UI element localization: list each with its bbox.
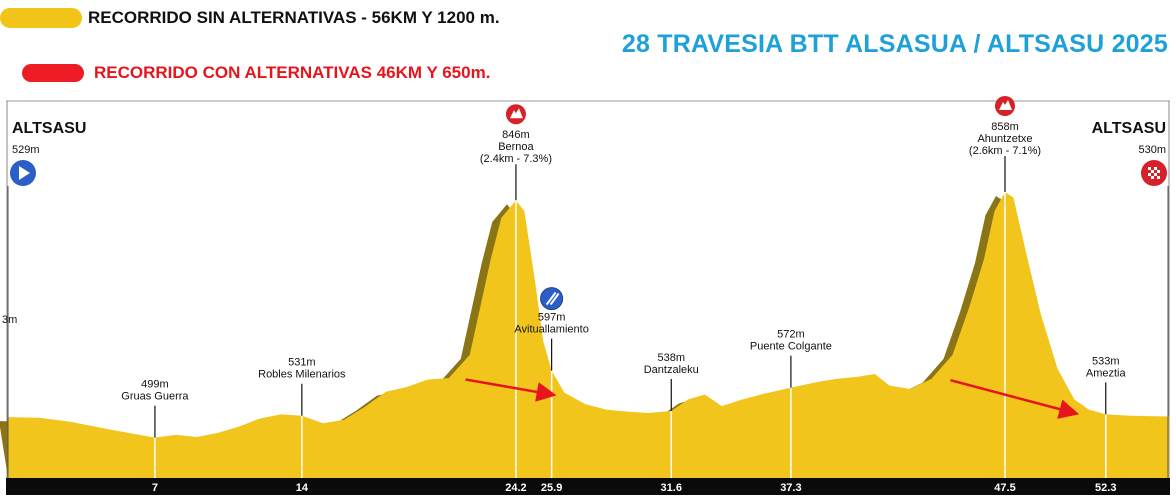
mountain-icon (509, 108, 523, 119)
waypoint-elevation: 538m (658, 352, 686, 364)
waypoint-elevation: 846m (502, 129, 530, 141)
fork-icon (545, 291, 557, 306)
legend-swatch-yellow (0, 8, 82, 28)
checkered-flag-icon (1148, 173, 1151, 176)
distance-tick-label: 14 (296, 482, 309, 494)
start-name: ALTSASU (12, 120, 86, 137)
chart-title: 28 TRAVESIA BTT ALSASUA / ALTSASU 2025 (621, 30, 1168, 58)
start-elevation: 529m (12, 144, 40, 156)
legend-item-red: RECORRIDO CON ALTERNATIVAS 46KM Y 650m. (0, 63, 490, 83)
profile-area (8, 192, 1169, 478)
distance-tick-label: 25.9 (541, 482, 562, 494)
waypoint-elevation: 572m (777, 329, 805, 341)
play-icon (19, 166, 30, 180)
checkered-flag-icon (1151, 170, 1154, 173)
waypoint-elevation: 533m (1092, 355, 1120, 367)
checkered-flag-icon (1157, 170, 1160, 173)
finish-name: ALTSASU (1092, 120, 1166, 137)
mountain-icon (999, 100, 1012, 110)
distance-tick-label: 7 (152, 482, 158, 494)
checkered-flag-icon (1154, 167, 1157, 170)
waypoint-name: Robles Milenarios (258, 369, 346, 381)
checkered-flag-icon (1151, 176, 1154, 179)
waypoint-name: Puente Colgante (750, 341, 832, 353)
waypoint-name: Gruas Guerra (121, 391, 189, 403)
waypoint-name: Avituallamiento (514, 324, 588, 336)
alternative-arrow (465, 378, 557, 402)
distance-tick-label: 37.3 (780, 482, 801, 494)
distance-tick-label: 47.5 (994, 482, 1015, 494)
waypoint-name: Bernoa (498, 141, 534, 153)
waypoint-name: Dantzaleku (644, 364, 699, 376)
waypoint-elevation: 499m (141, 379, 169, 391)
waypoint-climb-stats: (2.6km - 7.1%) (969, 145, 1041, 157)
legend-label-red: RECORRIDO CON ALTERNATIVAS 46KM Y 650m. (94, 63, 491, 82)
left-cut-label: 3m (2, 314, 17, 326)
distance-tick-label: 24.2 (505, 482, 526, 494)
distance-tick-label: 52.3 (1095, 482, 1116, 494)
waypoint-elevation: 597m (538, 312, 566, 324)
legend-label-yellow: RECORRIDO SIN ALTERNATIVAS - 56KM Y 1200… (88, 8, 500, 27)
waypoint-name: Ahuntzetxe (977, 133, 1032, 145)
waypoint-name: Ameztia (1086, 367, 1127, 379)
checkered-flag-icon (1157, 176, 1160, 179)
waypoint-climb-stats: (2.4km - 7.3%) (480, 153, 552, 165)
knife-icon (549, 292, 560, 306)
legend-item-yellow: RECORRIDO SIN ALTERNATIVAS - 56KM Y 1200… (0, 8, 500, 28)
checkered-flag-icon (1148, 167, 1151, 170)
legend-swatch-red (22, 64, 84, 82)
distance-axis-bar (6, 478, 1170, 495)
distance-tick-label: 31.6 (661, 482, 682, 494)
waypoint-elevation: 858m (991, 121, 1019, 133)
finish-elevation: 530m (1138, 144, 1166, 156)
alternative-arrow (950, 378, 1080, 419)
waypoint-elevation: 531m (288, 357, 316, 369)
checkered-flag-icon (1154, 173, 1157, 176)
